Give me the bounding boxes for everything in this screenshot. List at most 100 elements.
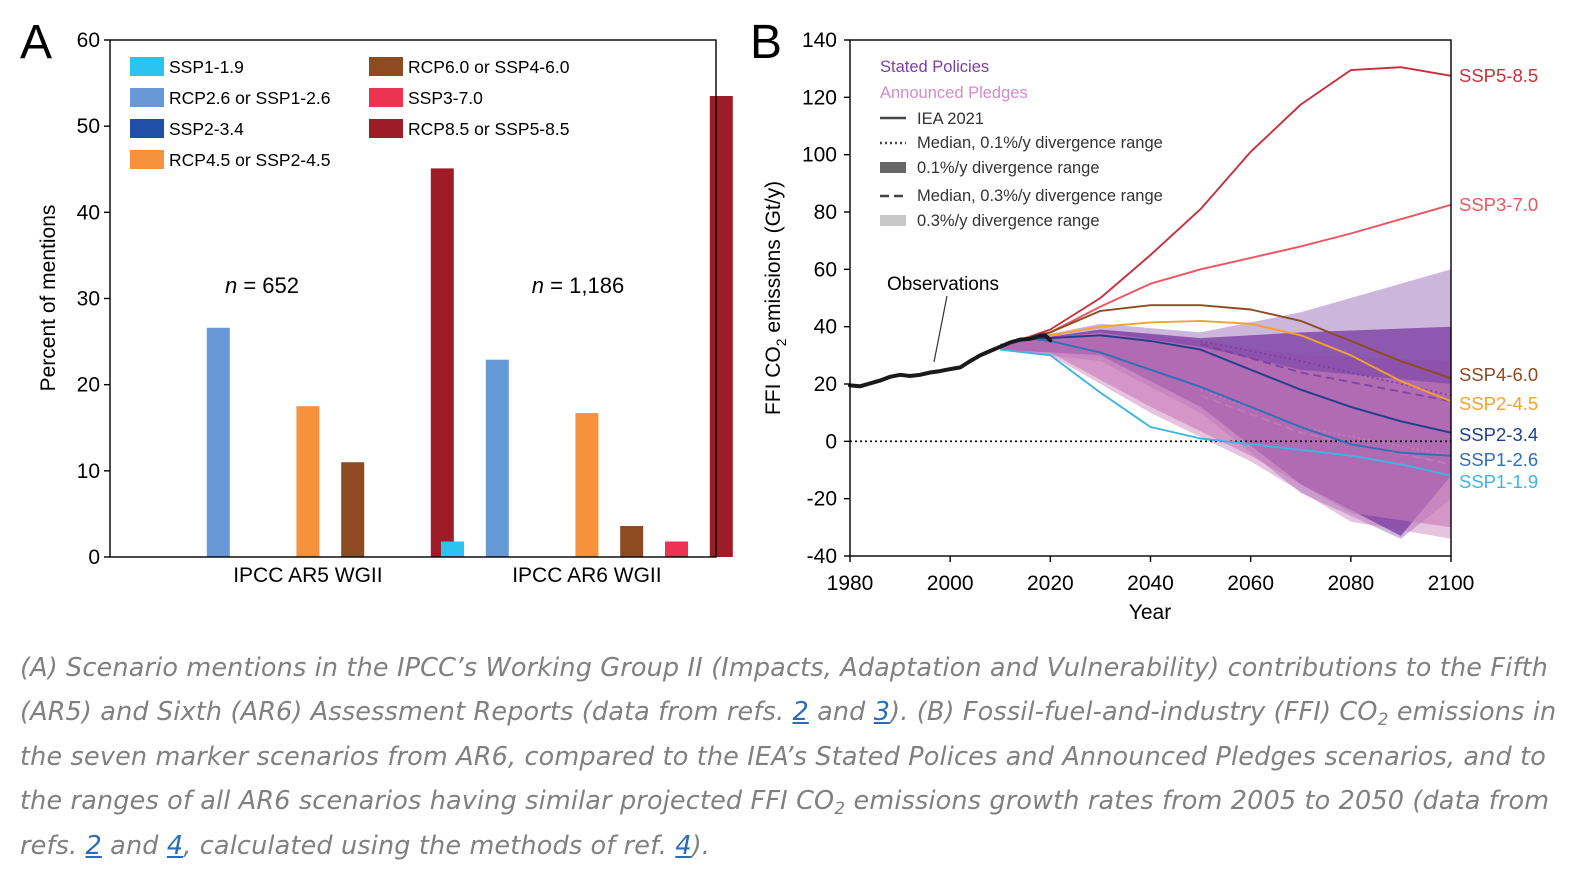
legend-range03: 0.3%/y divergence range [917,212,1100,230]
observations-label: Observations [887,274,999,295]
stated-policies-median-03-line [1200,343,1452,403]
line-x-tick-label: 2000 [927,572,974,595]
legend-swatch-rcp4-5-or-ssp2-4-5 [130,150,164,169]
line-x-tick-label: 2020 [1027,572,1074,595]
announced-pledges-range-01-band [1000,332,1451,528]
legend-range01-swatch [880,162,906,173]
legend-swatch-ssp1-1-9 [130,57,164,76]
line-chart-panel-b: B SSP5-8.5 SSP3-7.0 SSP4-6.0 SSP2-4.5 SSP2-3… [750,16,1538,624]
observations-annotation: Observations [887,274,999,363]
caption-text: and [101,830,167,861]
caption-text: (A) Scenario mentions in the IPCC’s Work… [20,653,1548,728]
caption-text: and [808,697,874,728]
bar-rcp2-6-or-ssp1-2-6-2 [485,359,509,557]
line-x-tick-label: 2040 [1127,572,1174,595]
ref-link-3[interactable]: 3 [873,697,891,728]
legend-range01: 0.1%/y divergence range [917,159,1100,177]
bar-x-axis-labels: IPCC AR5 WGII IPCC AR6 WGII [233,564,661,587]
ssp-scenario-labels: SSP5-8.5 SSP3-7.0 SSP4-6.0 SSP2-4.5 SSP2-3.4… [1459,65,1538,492]
series-line-ssp5-8-5 [1024,66,1452,339]
bar-rcp8-5-or-ssp5-8-5-1 [430,168,454,557]
bar-y-tick-label: 0 [88,546,100,569]
caption-text: emissions growth rates from 2005 to 2050… [20,786,1550,861]
legend-swatch-ssp3-7-0 [369,88,403,107]
legend-median03: Median, 0.3%/y divergence range [917,187,1163,205]
series-label-ssp1-2-6: SSP1-2.6 [1459,449,1538,470]
panel-letter-a: A [20,16,52,69]
legend-label-rcp8-5-or-ssp5-8-5: RCP8.5 or SSP5-8.5 [408,119,569,139]
line-x-tick-label: 2080 [1327,572,1374,595]
sample-size-label: n = 1,186 [532,273,624,298]
line-y-tick-label: 100 [802,144,837,167]
ref-link-2[interactable]: 2 [792,697,809,728]
bar-category-label: IPCC AR5 WGII [233,564,382,587]
line-x-tick-label: 1980 [827,572,874,595]
legend-swatch-ssp2-3-4 [130,119,164,138]
caption-subscript: 2 [1377,710,1389,731]
ref-link-4[interactable]: 4 [675,830,692,861]
announced-pledges-median-03-line [1200,394,1452,466]
line-y-tick-label: 140 [802,29,837,52]
series-line-ssp2-4-5 [1025,319,1452,403]
legend-label-ssp2-3-4: SSP2-3.4 [169,119,244,139]
series-line-ssp3-7-0 [1025,203,1452,340]
legend-label-ssp1-1-9: SSP1-1.9 [169,57,244,77]
bar-y-tick-label: 50 [77,115,100,138]
line-y-tick-label: -20 [807,488,837,511]
caption-text: ). [691,830,711,861]
bar-y-tick-label: 60 [77,29,100,52]
legend-label-ssp3-7-0: SSP3-7.0 [408,88,483,108]
legend-label-rcp6-0-or-ssp4-6-0: RCP6.0 or SSP4-6.0 [408,57,570,77]
ref-link-2[interactable]: 2 [85,830,102,861]
caption-text: emissions in the seven marker scenarios … [20,697,1557,817]
line-y-tick-label: 80 [814,201,837,224]
ref-link-4[interactable]: 4 [166,830,184,861]
figure: A 0 10 20 30 40 50 60 IPCC AR5 WGII IPCC AR6 WG… [20,16,1538,624]
bar-category-label: IPCC AR6 WGII [512,564,661,587]
series-line-ssp2-3-4 [1025,334,1452,434]
bar-chart-legend: SSP1-1.9 RCP2.6 or SSP1-2.6 SSP2-3.4 RCP4.5… [130,57,570,170]
legend-range03-swatch [880,215,906,226]
bar-rcp4-5-or-ssp2-4-5-2 [575,413,599,557]
caption-subscript: 2 [834,799,846,820]
line-y-tick-label: 0 [825,430,837,453]
series-label-ssp3-7-0: SSP3-7.0 [1459,194,1538,215]
legend-label-rcp4-5-or-ssp2-4-5: RCP4.5 or SSP2-4.5 [169,150,330,170]
observations-line [848,333,1053,389]
series-label-ssp2-3-4: SSP2-3.4 [1459,424,1538,445]
observations-series-line [848,333,1053,389]
bar-y-tick-label: 30 [77,288,100,311]
series-label-ssp2-4-5: SSP2-4.5 [1459,393,1538,414]
line-chart-legend: Stated Policies Announced Pledges IEA 20… [880,58,1163,230]
line-y-axis-label: FFI CO2 emissions (Gt/y) [762,181,789,415]
series-label-ssp4-6-0: SSP4-6.0 [1459,364,1538,385]
line-y-tick-label: 60 [814,258,837,281]
legend-swatch-rcp6-0-or-ssp4-6-0 [369,57,403,76]
figure-caption: (A) Scenario mentions in the IPCC’s Work… [20,646,1566,868]
line-x-tick-label: 2100 [1428,572,1475,595]
panel-letter-b: B [750,16,782,69]
legend-announced-pledges: Announced Pledges [880,84,1028,102]
bar-y-tick-label: 40 [77,201,100,224]
legend-stated-policies: Stated Policies [880,58,989,76]
bar-y-axis-ticks: 0 10 20 30 40 50 60 [77,29,110,569]
series-line-ssp1-2-6 [1025,337,1452,457]
legend-swatch-rcp2-6-or-ssp1-2-6 [130,88,164,107]
bar-y-tick-label: 20 [77,374,100,397]
caption-text: , calculated using the methods of ref. [183,830,676,861]
line-x-tick-label: 2060 [1227,572,1274,595]
legend-median01: Median, 0.1%/y divergence range [917,134,1163,152]
sample-size-labels: n = 652 n = 1,186 [225,273,624,298]
bar-rcp2-6-or-ssp1-2-6-1 [206,327,230,557]
bar-rcp8-5-or-ssp5-8-5-2 [709,96,733,557]
line-y-tick-label: 120 [802,86,837,109]
bar-rcp6-0-or-ssp4-6-0-1 [341,462,365,557]
bar-chart-panel-a: A 0 10 20 30 40 50 60 IPCC AR5 WGII IPCC AR6 WG… [20,16,733,587]
sample-size-label: n = 652 [225,273,299,298]
series-line-ssp1-1-9 [1000,348,1452,477]
series-line-ssp4-6-0 [1025,304,1452,380]
line-x-axis-ticks: 1980 2000 2020 2040 2060 2080 2100 [827,556,1475,595]
legend-swatch-rcp8-5-or-ssp5-8-5 [369,119,403,138]
bar-y-axis-label: Percent of mentions [37,205,60,392]
bar-rcp4-5-or-ssp2-4-5-1 [296,406,320,557]
